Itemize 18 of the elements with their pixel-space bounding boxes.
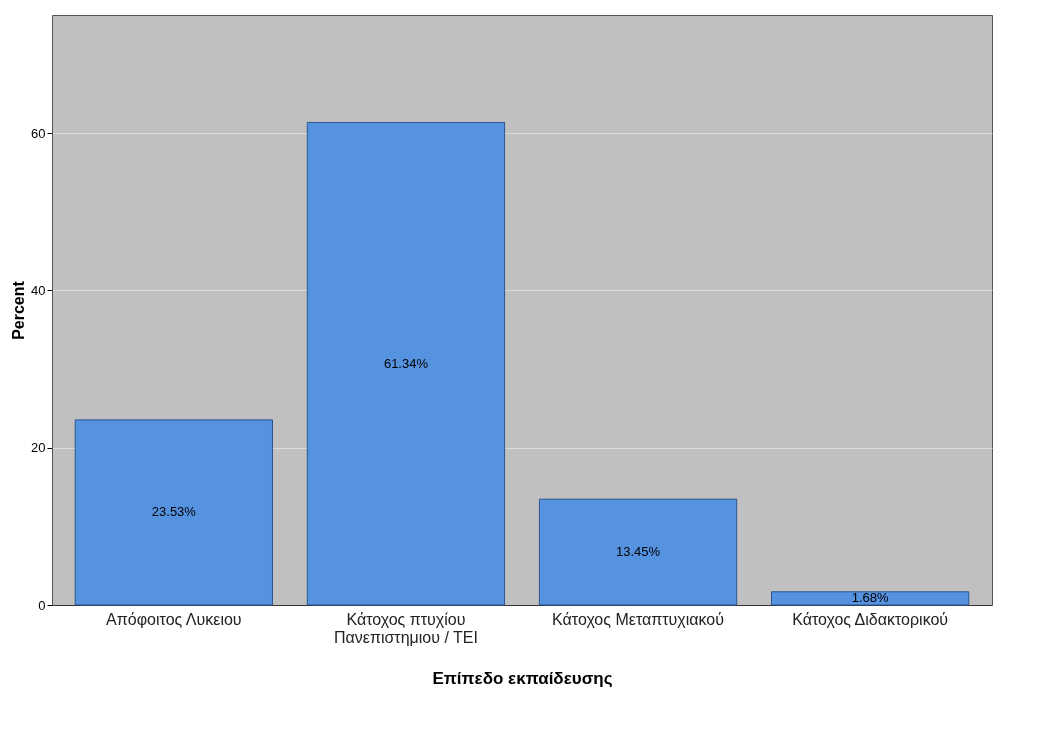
x-tick-label: Απόφοιτος Λυκειου — [106, 610, 242, 628]
y-tick-label: 60 — [31, 125, 46, 141]
bar — [771, 591, 970, 606]
y-axis-title: Percent — [10, 280, 28, 340]
y-tick-label: 40 — [31, 282, 46, 298]
data-label: 1.68% — [851, 590, 890, 606]
bar — [538, 498, 738, 606]
x-axis-title: Επίπεδο εκπαίδευσης — [432, 668, 613, 688]
bar — [74, 419, 273, 606]
x-tick-label: Κάτοχος Μεταπτυχιακού — [552, 610, 724, 628]
bar — [306, 121, 506, 606]
data-label: 23.53% — [151, 504, 197, 520]
x-tick-label: Κάτοχος πτυχίου Πανεπιστημιου / ΤΕΙ — [333, 610, 478, 646]
data-label: 13.45% — [616, 544, 661, 560]
x-tick-label: Κάτοχος Διδακτορικού — [792, 610, 949, 628]
y-tick-label: 20 — [31, 440, 46, 456]
data-label: 61.34% — [383, 355, 429, 371]
y-tick-label: 0 — [38, 597, 46, 613]
